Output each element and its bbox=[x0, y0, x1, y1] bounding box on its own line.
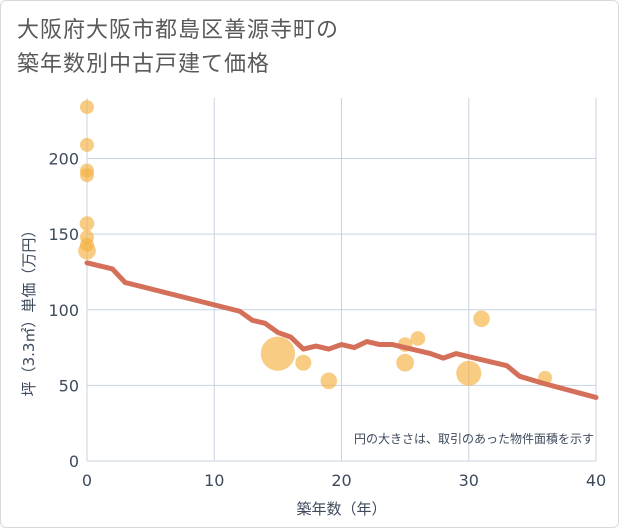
grid-lines bbox=[86, 98, 597, 462]
x-tick-label-30: 30 bbox=[459, 471, 479, 490]
bubble-10 bbox=[320, 372, 338, 390]
y-axis-label: 坪（3.3㎡）単価（万円） bbox=[20, 223, 38, 397]
bubble-7 bbox=[78, 241, 96, 260]
y-tick-label-100: 100 bbox=[48, 301, 79, 320]
x-tick-label-20: 20 bbox=[331, 471, 351, 490]
bubble-9 bbox=[295, 354, 312, 371]
x-axis-label: 築年数（年） bbox=[296, 500, 386, 518]
bubble-8 bbox=[260, 336, 296, 371]
bubble-4 bbox=[79, 216, 95, 231]
y-tick-label-50: 50 bbox=[59, 376, 79, 395]
x-tick-label-40: 40 bbox=[586, 471, 606, 490]
trend-line-group bbox=[84, 260, 599, 400]
bubble-14 bbox=[456, 360, 482, 386]
size-note: 円の大きさは、取引のあった物件面積を示す bbox=[354, 431, 594, 446]
trend-line bbox=[84, 260, 599, 400]
x-tick-label-0: 0 bbox=[82, 471, 92, 490]
bubble-3 bbox=[80, 168, 94, 183]
x-tick-label-10: 10 bbox=[204, 471, 224, 490]
axis-ticks: 0 10 20 30 40 0 50 100 150 200 bbox=[48, 150, 606, 491]
y-tick-label-200: 200 bbox=[48, 150, 79, 169]
chart-title: 大阪府大阪市都島区善源寺町の 築年数別中古戸建て価格 bbox=[17, 14, 457, 82]
bubble-1 bbox=[80, 137, 94, 152]
y-tick-label-150: 150 bbox=[48, 225, 79, 244]
bubble-12 bbox=[396, 353, 414, 372]
y-tick-label-0: 0 bbox=[69, 452, 79, 471]
title-line-2: 築年数別中古戸建て価格 bbox=[17, 52, 271, 77]
bubble-15 bbox=[473, 310, 490, 328]
title-line-1: 大阪府大阪市都島区善源寺町の bbox=[17, 18, 340, 43]
bubble-series bbox=[78, 100, 553, 390]
bubble-0 bbox=[80, 100, 94, 115]
bubble-13 bbox=[410, 331, 426, 346]
